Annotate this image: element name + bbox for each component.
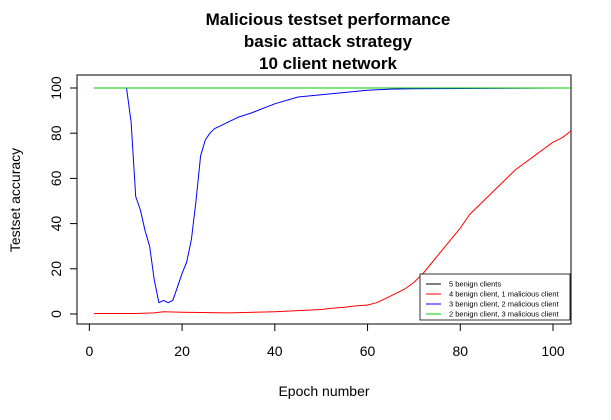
legend-box [419, 273, 571, 321]
x-tick-label: 0 [85, 343, 93, 359]
x-tick-label: 80 [452, 343, 468, 359]
y-tick-label: 20 [48, 261, 64, 277]
x-tick-label: 100 [541, 343, 565, 359]
y-tick-label: 80 [48, 125, 64, 141]
chart-title-line-1: Malicious testset performance [206, 10, 451, 29]
chart-title-line-2: basic attack strategy [244, 32, 413, 51]
x-axis-label: Epoch number [278, 383, 369, 399]
y-tick-label: 60 [48, 170, 64, 186]
x-tick-label: 40 [267, 343, 283, 359]
chart-title-line-3: 10 client network [259, 54, 397, 73]
x-tick-label: 20 [174, 343, 190, 359]
series-lines [94, 87, 572, 314]
y-tick-label: 0 [48, 310, 64, 318]
legend-label: 3 benign client, 2 malicious client [449, 300, 560, 309]
series-line-2 [94, 130, 572, 314]
y-axis: 0 20 40 60 80 100 [48, 76, 77, 318]
legend-label: 2 benign client, 3 malicious client [449, 310, 560, 319]
plot-area-frame [76, 74, 572, 325]
y-axis-label: Testset accuracy [7, 148, 23, 252]
series-line-3 [94, 87, 571, 304]
y-tick-label: 100 [48, 76, 64, 100]
legend-label: 4 benign client, 1 malicious client [449, 290, 560, 299]
x-axis: 0 20 40 60 80 100 [85, 324, 565, 359]
x-tick-label: 60 [360, 343, 376, 359]
y-tick-label: 40 [48, 216, 64, 232]
legend-label: 5 benign clients [449, 280, 501, 289]
